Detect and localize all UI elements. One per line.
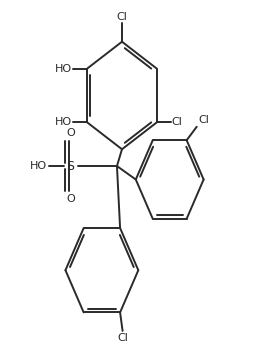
Text: S: S xyxy=(67,159,74,172)
Text: O: O xyxy=(66,194,75,204)
Text: Cl: Cl xyxy=(117,333,128,343)
Text: Cl: Cl xyxy=(172,117,183,127)
Text: HO: HO xyxy=(55,63,72,73)
Text: HO: HO xyxy=(55,117,72,127)
Text: O: O xyxy=(66,128,75,138)
Text: HO: HO xyxy=(29,161,46,171)
Text: Cl: Cl xyxy=(198,115,209,125)
Text: Cl: Cl xyxy=(117,11,128,21)
